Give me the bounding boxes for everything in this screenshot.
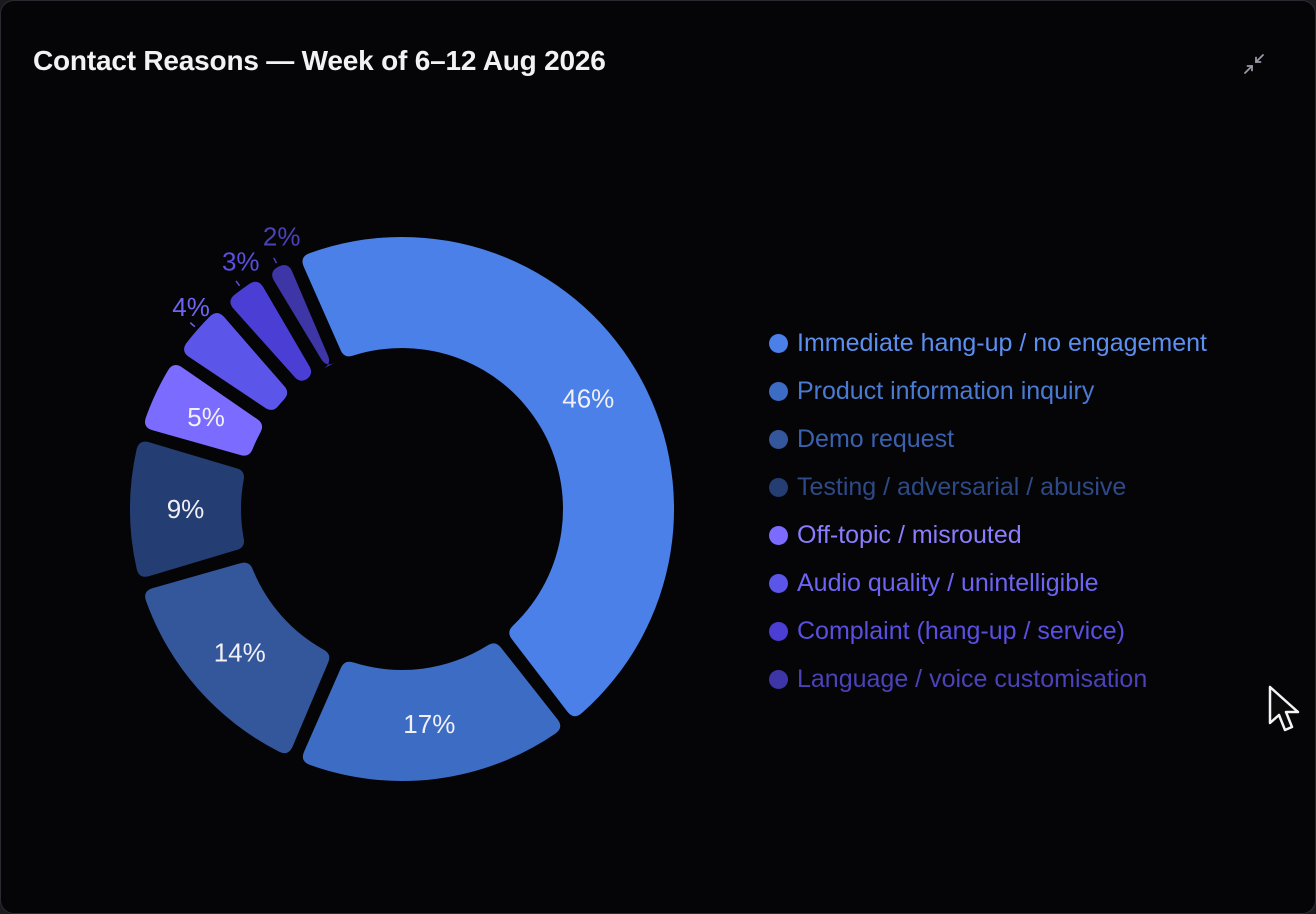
legend-label: Immediate hang-up / no engagement (797, 328, 1207, 357)
slice-value-label: 9% (167, 494, 205, 524)
collapse-button[interactable] (1239, 49, 1269, 79)
legend-swatch (769, 621, 788, 641)
slice-language-voice-customisation[interactable] (272, 265, 335, 369)
slice-value-label: 2% (263, 221, 301, 251)
legend-label: Testing / adversarial / abusive (797, 472, 1127, 501)
leader-tick (235, 280, 241, 287)
slice-value-label: 3% (222, 247, 260, 277)
legend-item-demo-request[interactable]: Demo request (769, 415, 1207, 463)
legend-item-complaint-hang-up-service[interactable]: Complaint (hang-up / service) (769, 607, 1207, 655)
collapse-arrows-icon (1244, 54, 1264, 74)
slice-audio-quality-unintelligible[interactable] (184, 313, 288, 410)
legend-swatch (769, 429, 788, 449)
legend-label: Language / voice customisation (797, 664, 1148, 693)
legend-swatch (769, 381, 788, 401)
legend-label: Audio quality / unintelligible (797, 568, 1099, 597)
chart-legend: Immediate hang-up / no engagement Product… (769, 319, 1207, 703)
leader-tick (189, 322, 196, 328)
slice-off-topic-misrouted[interactable] (145, 365, 263, 456)
slice-value-label: 17% (403, 709, 455, 739)
legend-label: Complaint (hang-up / service) (797, 616, 1125, 645)
slice-value-label: 4% (172, 292, 210, 322)
legend-swatch (769, 669, 788, 689)
slice-value-label: 14% (214, 637, 266, 667)
legend-item-testing-adversarial-abusive[interactable]: Testing / adversarial / abusive (769, 463, 1207, 511)
slice-product-information-inquiry[interactable] (302, 643, 561, 781)
slice-demo-request[interactable] (145, 562, 330, 754)
legend-swatch (769, 477, 788, 497)
slice-value-label: 5% (187, 402, 225, 432)
legend-item-immediate-hang-up-no-engagement[interactable]: Immediate hang-up / no engagement (769, 319, 1207, 367)
slice-value-label: 46% (562, 384, 614, 414)
legend-item-language-voice-customisation[interactable]: Language / voice customisation (769, 655, 1207, 703)
slice-complaint-hang-up-service[interactable] (230, 281, 312, 381)
chart-title: Contact Reasons — Week of 6–12 Aug 2026 (33, 45, 606, 76)
slice-testing-adversarial-abusive[interactable] (130, 441, 245, 577)
legend-label: Off-topic / misrouted (797, 520, 1022, 549)
legend-label: Demo request (797, 424, 955, 453)
slice-immediate-hang-up-no-engagement[interactable] (302, 236, 675, 717)
legend-label: Product information inquiry (797, 376, 1095, 405)
legend-swatch (769, 333, 788, 353)
legend-item-off-topic-misrouted[interactable]: Off-topic / misrouted (769, 511, 1207, 559)
legend-swatch (769, 525, 788, 545)
legend-item-audio-quality-unintelligible[interactable]: Audio quality / unintelligible (769, 559, 1207, 607)
legend-item-product-information-inquiry[interactable]: Product information inquiry (769, 367, 1207, 415)
leader-tick (273, 257, 278, 264)
mouse-pointer-icon (1268, 685, 1300, 732)
legend-swatch (769, 573, 788, 593)
